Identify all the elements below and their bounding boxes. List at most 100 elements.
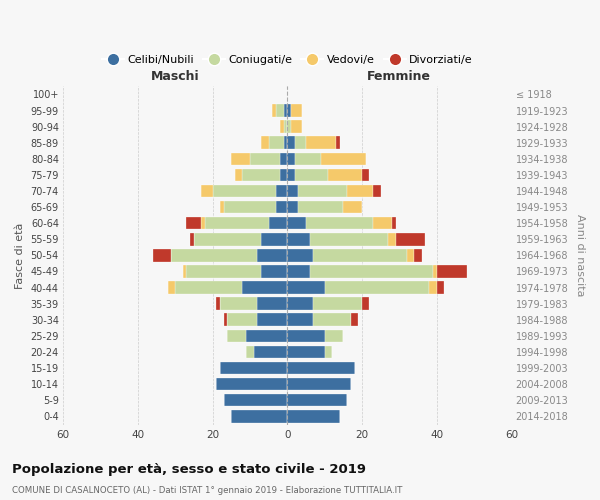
Bar: [295, 168, 328, 181]
Bar: [325, 330, 343, 342]
Bar: [287, 362, 355, 374]
Bar: [257, 249, 287, 262]
Bar: [291, 104, 302, 117]
Bar: [287, 120, 291, 133]
Bar: [272, 104, 276, 117]
Text: Maschi: Maschi: [151, 70, 199, 83]
Bar: [216, 378, 287, 390]
Bar: [287, 136, 295, 149]
Bar: [287, 346, 325, 358]
Bar: [287, 233, 310, 245]
Bar: [235, 168, 242, 181]
Bar: [328, 168, 362, 181]
Bar: [291, 120, 302, 133]
Text: Popolazione per età, sesso e stato civile - 2019: Popolazione per età, sesso e stato civil…: [12, 462, 366, 475]
Bar: [284, 136, 287, 149]
Bar: [276, 104, 284, 117]
Bar: [388, 233, 395, 245]
Bar: [153, 249, 172, 262]
Bar: [298, 201, 343, 213]
Bar: [287, 249, 313, 262]
Bar: [336, 136, 340, 149]
Bar: [310, 265, 433, 278]
Bar: [202, 217, 205, 230]
Bar: [284, 120, 287, 133]
Bar: [242, 168, 280, 181]
Bar: [287, 298, 313, 310]
Text: Femmine: Femmine: [367, 70, 431, 83]
Bar: [182, 265, 187, 278]
Bar: [205, 217, 269, 230]
Legend: Celibi/Nubili, Coniugati/e, Vedovi/e, Divorziati/e: Celibi/Nubili, Coniugati/e, Vedovi/e, Di…: [97, 50, 477, 70]
Bar: [437, 282, 444, 294]
Bar: [287, 185, 298, 198]
Bar: [351, 314, 358, 326]
Bar: [227, 314, 257, 326]
Bar: [227, 330, 246, 342]
Bar: [250, 152, 280, 165]
Bar: [224, 201, 276, 213]
Bar: [306, 136, 336, 149]
Bar: [284, 104, 287, 117]
Bar: [287, 410, 340, 422]
Bar: [287, 282, 325, 294]
Bar: [287, 217, 306, 230]
Bar: [313, 298, 362, 310]
Bar: [220, 201, 224, 213]
Bar: [310, 233, 388, 245]
Bar: [373, 217, 392, 230]
Bar: [190, 233, 194, 245]
Bar: [437, 265, 467, 278]
Bar: [257, 298, 287, 310]
Bar: [295, 136, 306, 149]
Bar: [306, 217, 373, 230]
Bar: [202, 185, 212, 198]
Bar: [287, 201, 298, 213]
Bar: [175, 282, 242, 294]
Bar: [257, 314, 287, 326]
Bar: [216, 298, 220, 310]
Bar: [231, 152, 250, 165]
Bar: [287, 378, 351, 390]
Bar: [194, 233, 261, 245]
Text: COMUNE DI CASALNOCETO (AL) - Dati ISTAT 1° gennaio 2019 - Elaborazione TUTTITALI: COMUNE DI CASALNOCETO (AL) - Dati ISTAT …: [12, 486, 403, 495]
Bar: [231, 410, 287, 422]
Bar: [287, 104, 291, 117]
Bar: [362, 168, 370, 181]
Bar: [269, 217, 287, 230]
Bar: [276, 201, 287, 213]
Bar: [407, 249, 414, 262]
Bar: [313, 249, 407, 262]
Bar: [347, 185, 373, 198]
Bar: [168, 282, 175, 294]
Bar: [261, 265, 287, 278]
Y-axis label: Fasce di età: Fasce di età: [15, 222, 25, 288]
Bar: [269, 136, 284, 149]
Bar: [287, 394, 347, 406]
Bar: [298, 185, 347, 198]
Bar: [392, 217, 395, 230]
Bar: [276, 185, 287, 198]
Bar: [224, 394, 287, 406]
Bar: [187, 265, 261, 278]
Bar: [325, 346, 332, 358]
Bar: [224, 314, 227, 326]
Bar: [280, 152, 287, 165]
Bar: [220, 298, 257, 310]
Bar: [220, 362, 287, 374]
Bar: [295, 152, 321, 165]
Bar: [429, 282, 437, 294]
Bar: [287, 265, 310, 278]
Bar: [395, 233, 425, 245]
Bar: [313, 314, 351, 326]
Bar: [414, 249, 422, 262]
Y-axis label: Anni di nascita: Anni di nascita: [575, 214, 585, 296]
Bar: [280, 168, 287, 181]
Bar: [261, 136, 269, 149]
Bar: [287, 152, 295, 165]
Bar: [246, 330, 287, 342]
Bar: [287, 168, 295, 181]
Bar: [433, 265, 437, 278]
Bar: [362, 298, 370, 310]
Bar: [187, 217, 202, 230]
